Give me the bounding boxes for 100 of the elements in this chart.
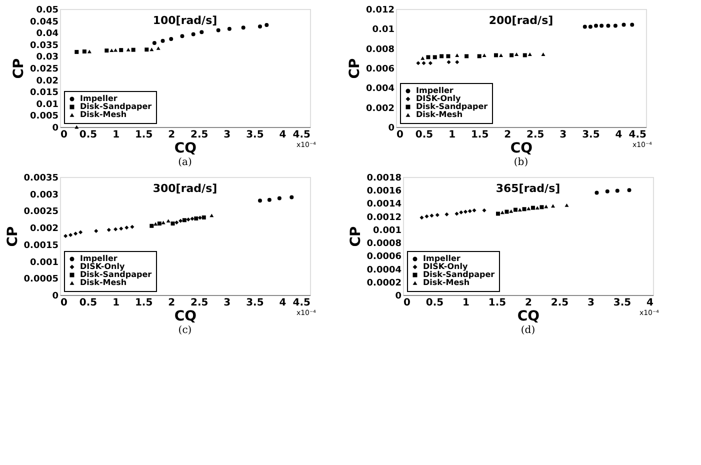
point (152, 40, 156, 45)
point (114, 48, 118, 52)
x-tick-label: 2 (504, 130, 512, 140)
point (432, 55, 437, 60)
point (190, 216, 194, 221)
point (518, 208, 522, 212)
x-tick-label: 2.5 (190, 298, 208, 308)
y-tick-label: 0.0012 (366, 212, 402, 223)
point (110, 48, 114, 52)
point (202, 215, 206, 220)
point (290, 195, 294, 200)
x-tick-label: 1.5 (134, 130, 153, 140)
y-tick-label: 0.0018 (366, 174, 402, 184)
y-tick-label: 0.01 (372, 25, 394, 36)
point (74, 232, 78, 236)
point (605, 189, 610, 194)
point (594, 190, 599, 195)
x-tick-label: 1 (112, 298, 120, 308)
x-tick-label: 2 (168, 130, 176, 140)
x-tick-label: 2 (168, 298, 176, 308)
x-axis-title: CQ (517, 308, 540, 324)
y-axis-title: CP (348, 226, 364, 247)
text: (a) (178, 157, 192, 168)
point (74, 50, 79, 54)
y-axis-title: CP (4, 226, 21, 247)
chart-title: 365[rad/s] (496, 182, 560, 195)
legend-label: Disk-Mesh (423, 278, 470, 287)
point (178, 218, 183, 223)
x-tick-label: 4 (279, 298, 286, 308)
x-tick-label: 3 (224, 298, 231, 308)
point (582, 24, 587, 29)
point (600, 24, 604, 28)
point (82, 49, 86, 54)
point (160, 38, 165, 43)
x-tick-label: 2.5 (526, 130, 544, 140)
point (170, 222, 175, 226)
x-tick-label: 0.5 (79, 130, 98, 140)
point (509, 209, 514, 213)
point (454, 212, 459, 216)
x-tick-label: 1.5 (470, 130, 489, 140)
point (455, 60, 460, 64)
point (477, 54, 482, 58)
point (420, 56, 425, 60)
y-tick-label: 0.0004 (366, 265, 402, 276)
point (126, 48, 130, 52)
x-tick-label: 1 (462, 298, 470, 308)
point (564, 203, 569, 207)
x-tick-label: 0.5 (79, 298, 98, 308)
point (464, 54, 469, 58)
point (627, 188, 632, 192)
point (428, 61, 432, 66)
point (472, 208, 476, 212)
point (227, 26, 232, 31)
x-tick-label: 4 (646, 298, 654, 308)
point (522, 207, 526, 212)
point (198, 216, 202, 220)
x-tick-label: 4 (615, 130, 622, 140)
point (420, 216, 424, 220)
point (124, 226, 129, 230)
x-tick-label: 0.5 (415, 130, 434, 140)
point (504, 210, 509, 214)
y-tick-label: 0.005 (30, 112, 58, 122)
y-tick-label: 0.015 (30, 88, 58, 98)
point (499, 53, 503, 57)
y-tick-label: 0.0015 (24, 240, 58, 251)
point (150, 224, 154, 228)
point (169, 36, 174, 41)
point (157, 222, 162, 226)
point (180, 34, 184, 38)
point (104, 48, 109, 53)
point (154, 222, 158, 226)
y-tick-label: 0.035 (30, 40, 58, 51)
point (94, 228, 98, 233)
y-tick-label: 0.0014 (366, 200, 402, 210)
legend-label: Impeller (80, 254, 118, 263)
point (267, 198, 272, 202)
point (258, 24, 262, 28)
legend-label: Disk-Mesh (416, 110, 463, 119)
point (464, 210, 468, 214)
x-axis-title: CQ (510, 140, 533, 156)
y-tick-label: 0.002 (366, 104, 394, 114)
point (622, 22, 626, 27)
legend-label: Disk-Sandpaper (80, 102, 152, 111)
y-tick-label: 0.0005 (24, 274, 58, 285)
y-tick-label: 0.0006 (366, 252, 402, 262)
y-tick-label: 0.012 (366, 6, 394, 16)
point (594, 24, 598, 28)
y-tick-label: 0.04 (36, 29, 58, 40)
point (500, 210, 504, 214)
legend-label: DISK-Only (80, 262, 126, 271)
legend-label: Impeller (80, 94, 118, 103)
point (186, 217, 190, 222)
point (200, 30, 204, 34)
point (182, 218, 186, 222)
y-tick-label: 0.004 (366, 84, 394, 94)
point (615, 188, 620, 193)
point (444, 212, 449, 216)
legend-label: Disk-Mesh (80, 110, 127, 119)
legend-label: Disk-Sandpaper (80, 270, 152, 279)
point (106, 228, 111, 232)
